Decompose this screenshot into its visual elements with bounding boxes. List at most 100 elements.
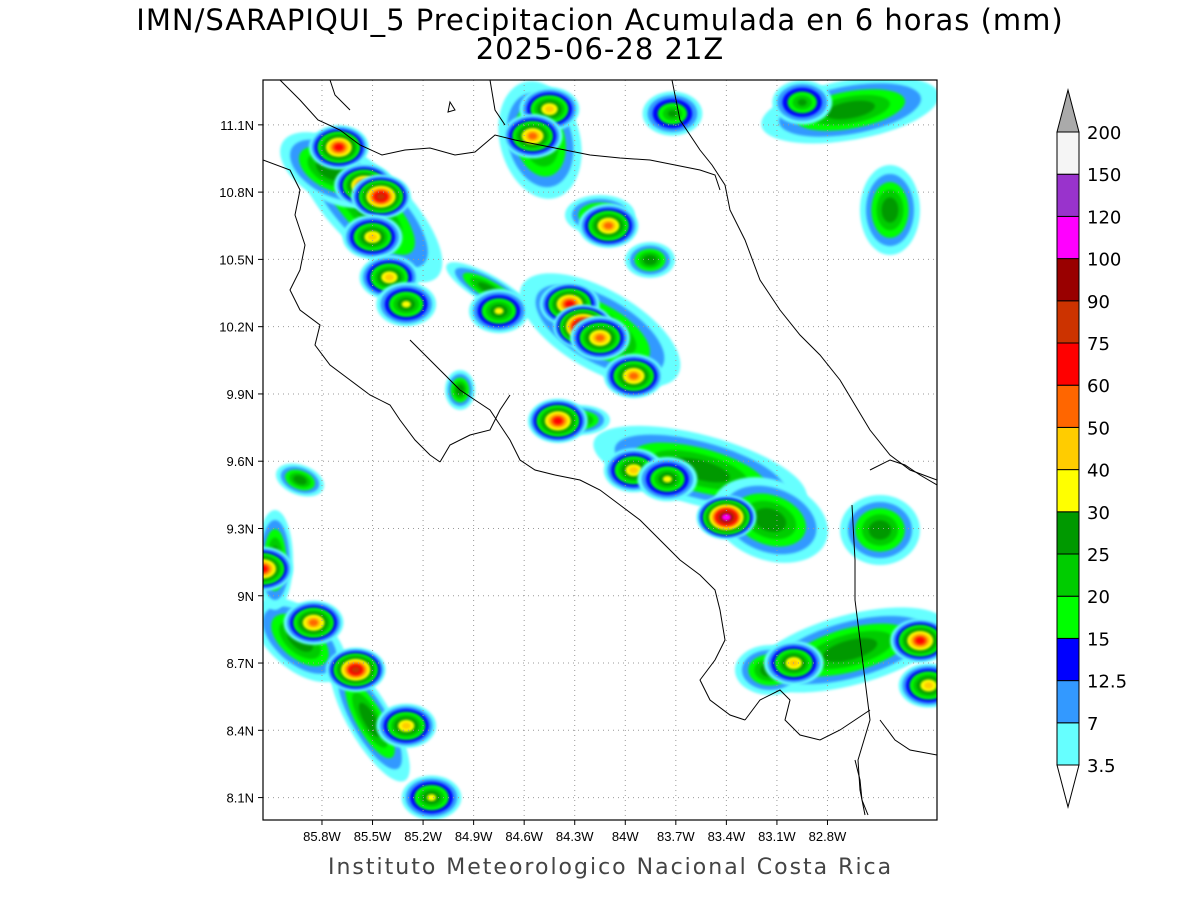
precip-cell-contour	[308, 619, 319, 627]
precip-cell-contour	[367, 233, 378, 241]
colorbar-label: 75	[1087, 334, 1110, 355]
colorbar-label: 3.5	[1087, 756, 1116, 777]
colorbar-swatch	[1056, 595, 1080, 639]
colorbar-swatch	[1056, 722, 1080, 766]
precip-cell-contour	[923, 682, 934, 689]
osa-peninsula	[744, 689, 871, 741]
coastlines-borders	[263, 80, 937, 816]
plot-frame	[262, 79, 938, 821]
colorbar-label: 20	[1087, 587, 1110, 608]
precip-band-contour	[753, 508, 787, 532]
colorbar-label: 15	[1087, 629, 1110, 650]
x-tick-label: 85.5W	[354, 829, 392, 844]
precip-cell-contour	[544, 105, 555, 113]
colorbar-swatch	[1056, 300, 1080, 344]
precip-band-contour	[358, 702, 382, 738]
nicoya-coast	[263, 159, 441, 463]
precip-cell-contour	[426, 794, 437, 801]
colorbar-label: 50	[1087, 418, 1110, 439]
colorbar-label: 7	[1087, 714, 1098, 735]
colorbar-label: 60	[1087, 376, 1110, 397]
x-tick-label: 83.1W	[758, 829, 796, 844]
colorbar-label: 100	[1087, 250, 1121, 271]
chart-title: IMN/SARAPIQUI_5 Precipitacion Acumulada …	[136, 3, 1064, 37]
precip-cell-contour	[384, 273, 394, 281]
colorbar-label: 200	[1087, 123, 1121, 144]
colorbar-swatch	[1056, 215, 1080, 260]
chart-subtitle-date: 2025-06-28 21Z	[475, 32, 725, 66]
chiriqui-coast	[879, 719, 937, 756]
y-tick-label: 8.1N	[227, 791, 254, 806]
y-tick-label: 9N	[237, 589, 254, 604]
precip-band-contour	[881, 197, 899, 223]
y-tick-label: 8.4N	[227, 723, 254, 738]
colorbar-swatch	[1056, 426, 1080, 471]
y-tick-label: 10.2N	[219, 320, 254, 335]
precipitation-layer	[263, 80, 937, 820]
precip-band-contour	[293, 475, 307, 485]
x-tick-label: 83.7W	[657, 829, 695, 844]
precip-cell-contour	[667, 110, 678, 118]
precip-cell-contour	[595, 334, 605, 342]
colorbar-label: 12.5	[1087, 672, 1127, 693]
precip-cell-contour	[351, 666, 361, 674]
colorbar-swatch	[1056, 258, 1080, 302]
y-tick-label: 10.8N	[219, 185, 254, 200]
y-tick-label: 9.9N	[227, 387, 254, 402]
colorbar-swatch	[1056, 384, 1080, 428]
colorbar-swatch	[1056, 553, 1080, 597]
colorbar-swatch	[1056, 173, 1080, 217]
colorbar-legend: 3.5 7 12.5 15 20 25 30 40 50 60 75 90 100 120 150 200	[1056, 88, 1127, 809]
colorbar-swatch	[1056, 131, 1080, 175]
precip-cell-contour	[797, 99, 807, 106]
precip-cell-contour	[721, 513, 731, 521]
burica-peninsula	[854, 759, 869, 816]
precip-cell-contour	[553, 417, 563, 425]
colorbar-swatch	[1056, 511, 1080, 555]
lake-shape	[447, 100, 456, 113]
colorbar-top-arrow	[1056, 88, 1080, 133]
y-tick-label: 8.7N	[227, 656, 254, 671]
x-tick-label: 84W	[612, 829, 639, 844]
colorbar-swatch	[1056, 342, 1080, 386]
precip-cell-contour	[528, 132, 538, 140]
precip-cell-contour	[915, 637, 925, 645]
y-axis-ticks: 11.1N 10.8N 10.5N 10.2N 9.9N 9.6N 9.3N 9N 8.7N 8.…	[219, 118, 263, 806]
colorbar-label: 90	[1087, 292, 1110, 313]
precip-cell-contour	[334, 143, 344, 151]
precip-cell-contour	[401, 300, 411, 308]
precip-cell-contour	[494, 307, 504, 315]
colorbar-label: 120	[1087, 207, 1121, 228]
gulf-nicoya	[409, 339, 556, 476]
precip-cell-contour	[629, 466, 639, 474]
precip-cell-contour	[565, 300, 575, 308]
bocas-coast	[869, 459, 937, 486]
precip-cell-contour	[263, 565, 268, 573]
colorbar-label: 30	[1087, 503, 1110, 524]
north-coast-3	[671, 80, 937, 481]
colorbar-label: 150	[1087, 165, 1121, 186]
footer-credit: Instituto Meteorologico Nacional Costa R…	[328, 855, 894, 880]
x-tick-label: 85.8W	[303, 829, 341, 844]
colorbar-bottom-arrow	[1056, 764, 1080, 809]
precip-cell-contour	[376, 193, 386, 201]
precip-cell-contour	[401, 722, 411, 730]
colorbar-swatch	[1056, 680, 1080, 724]
gulf-east	[439, 394, 511, 463]
x-axis-ticks: 85.8W 85.5W 85.2W 84.9W 84.6W 84.3W 84W 83.7W 83…	[303, 820, 847, 844]
x-tick-label: 84.6W	[505, 829, 543, 844]
x-tick-label: 82.8W	[809, 829, 847, 844]
precip-band-contour	[822, 638, 878, 662]
y-tick-label: 10.5N	[219, 252, 254, 267]
north-coast-1	[329, 80, 351, 111]
precip-band-contour	[643, 254, 657, 266]
precip-cell-contour	[629, 372, 639, 380]
precip-cell-contour	[603, 222, 614, 230]
colorbar-label: 40	[1087, 461, 1110, 482]
y-tick-label: 11.1N	[220, 118, 254, 133]
precip-cell-contour	[662, 475, 673, 483]
central-pacific-coast	[554, 474, 746, 721]
precip-band-contour	[825, 100, 875, 120]
y-tick-label: 9.6N	[227, 454, 254, 469]
